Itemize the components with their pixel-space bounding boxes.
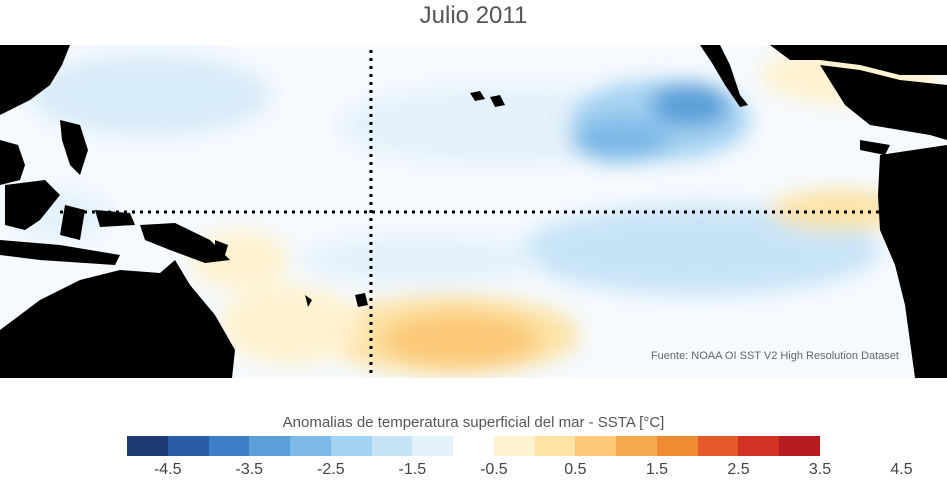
colorbar-cell <box>616 436 657 456</box>
colorbar-tick-label: 0.5 <box>564 461 587 478</box>
colorbar-title: Anomalias de temperatura superficial del… <box>282 414 665 431</box>
colorbar-cell <box>167 436 209 456</box>
colorbar-tick-label: -3.5 <box>235 461 264 478</box>
map-title: Julio 2011 <box>419 2 528 29</box>
colorbar-cell <box>453 436 494 456</box>
colorbar-tick-label: 3.5 <box>808 461 832 478</box>
colorbar-cell <box>249 436 291 456</box>
colorbar-tick-label: -2.5 <box>317 461 345 478</box>
land <box>0 45 947 378</box>
colorbar-cell <box>493 436 535 456</box>
colorbar-cell <box>779 436 821 456</box>
colorbar <box>127 436 821 456</box>
colorbar-cell <box>290 436 331 456</box>
colorbar-cell <box>371 436 413 456</box>
colorbar-tick-label: -1.5 <box>398 461 427 478</box>
colorbar-tick-label: 1.5 <box>645 461 669 478</box>
colorbar-cell <box>575 436 617 456</box>
colorbar-cell <box>127 436 168 456</box>
colorbar-cell <box>412 436 454 456</box>
colorbar-cell <box>208 436 250 456</box>
colorbar-cell <box>697 436 739 456</box>
colorbar-tick-label: -0.5 <box>480 461 508 478</box>
ssta-map <box>0 45 947 378</box>
colorbar-cell <box>656 436 698 456</box>
colorbar-cell <box>330 436 372 456</box>
colorbar-tick-label: 4.5 <box>890 461 913 478</box>
data-source-note: Fuente: NOAA OI SST V2 High Resolution D… <box>650 350 899 362</box>
colorbar-tick-label: -4.5 <box>153 461 182 478</box>
colorbar-cell <box>534 436 576 456</box>
colorbar-cell <box>738 436 780 456</box>
colorbar-tick-label: 2.5 <box>727 461 750 478</box>
